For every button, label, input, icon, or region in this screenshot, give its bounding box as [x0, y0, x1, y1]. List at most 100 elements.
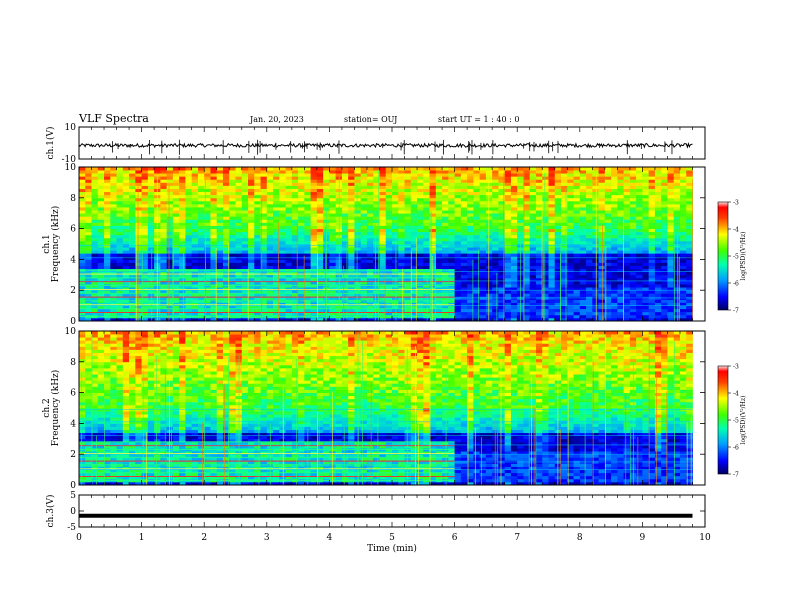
ch1-spec-cell: [185, 203, 193, 208]
ch1-spec-cell: [398, 170, 405, 174]
ch1-spec-cell: [135, 197, 142, 202]
ch1-spec-cell: [354, 231, 362, 236]
ch1-spec-cell: [629, 167, 637, 171]
ch1-spec-cell: [504, 176, 512, 180]
ch1-spec-cell: [316, 191, 324, 196]
ch1-spec-cell: [617, 185, 625, 189]
ch1-spec-cell: [423, 237, 430, 242]
ch1-spec-cell: [523, 182, 531, 186]
ch1-spec-cell: [604, 314, 612, 319]
ch1-spec-cell: [442, 197, 449, 202]
ch1-spec-cell: [454, 253, 462, 257]
ch1-spec-cell: [435, 182, 443, 186]
ch1-spec-cell: [392, 188, 399, 193]
ch1-spec-cell: [479, 247, 487, 251]
ch1-spec-cell: [104, 167, 111, 171]
ch1-spec-cell: [185, 237, 193, 242]
ch1-spec-cell: [479, 314, 487, 319]
ch1-spec-cell: [679, 240, 687, 245]
ch1-spec-cell: [222, 277, 230, 282]
ch1-spec-cell: [648, 265, 656, 270]
ch1-spec-cell: [273, 219, 280, 223]
ch1-spec-cell: [104, 191, 111, 196]
ch1-spec-cell: [473, 188, 481, 193]
ch1-spec-cell: [623, 237, 631, 242]
ch1-spec-cell: [285, 262, 293, 266]
ch1-spec-cell: [97, 185, 105, 189]
ch1-spec-cell: [592, 274, 599, 279]
ch1-spec-cell: [291, 222, 299, 226]
ch1-spec-cell: [160, 280, 168, 285]
ch1-spec-cell: [611, 305, 618, 310]
ch1-spec-cell: [460, 213, 468, 217]
ch1-spec-cell: [460, 203, 468, 208]
ch1-spec-cell: [679, 225, 687, 229]
ch1-spec-cell: [373, 200, 380, 205]
ch1-spec-cell: [191, 280, 199, 285]
ch1-spec-cell: [529, 259, 537, 263]
ch1-spec-cell: [197, 228, 205, 233]
ch1-spec-cell: [561, 234, 568, 239]
ch1-spec-cell: [260, 253, 268, 257]
ch1-spec-cell: [504, 207, 512, 211]
ch1-spec-cell: [410, 176, 418, 180]
ch1-spec-cell: [191, 167, 199, 171]
ch1-spec-cell: [279, 216, 286, 220]
ch1-spec-cell: [260, 237, 268, 242]
ch1-spec-cell: [548, 219, 556, 223]
ch1-spec-cell: [504, 305, 512, 310]
ch1-spec-cell: [442, 185, 449, 189]
ch1-spec-cell: [598, 234, 606, 239]
ch1-spec-cell: [235, 265, 243, 270]
ch1-spec-cell: [448, 207, 455, 211]
ch1-spec-cell: [473, 200, 481, 205]
ch1-spec-cell: [154, 170, 161, 174]
ch1-spec-cell: [285, 203, 293, 208]
ch1-spec-cell: [310, 308, 318, 313]
ch1-spec-cell: [248, 216, 255, 220]
ch1-spec-cell: [579, 314, 587, 319]
ch1-spec-cell: [235, 216, 243, 220]
ch1-spec-cell: [467, 284, 474, 288]
ch1-spec-cell: [291, 293, 299, 297]
ch1-spec-cell: [423, 210, 430, 214]
ch1-spec-cell: [554, 290, 562, 294]
ch1-spec-cell: [667, 182, 675, 186]
ch1-spec-cell: [373, 185, 380, 189]
ch1-spec-cell: [373, 167, 380, 171]
ch1-spec-cell: [222, 317, 230, 322]
ch1-spec-cell: [304, 287, 312, 291]
ch1-spec-cell: [304, 250, 312, 254]
ch1-spec-cell: [404, 253, 412, 257]
ch1-spec-cell: [504, 228, 512, 233]
ch1-spec-cell: [279, 290, 286, 294]
ch1-spec-cell: [504, 203, 512, 208]
ch1-spec-cell: [229, 197, 236, 202]
ch1-spec-cell: [273, 213, 280, 217]
ch1-spec-cell: [204, 305, 211, 310]
ch1-spec-cell: [529, 203, 537, 208]
ch1-spec-cell: [366, 210, 374, 214]
ch1-spec-cell: [229, 207, 236, 211]
ch1-spec-cell: [279, 247, 286, 251]
ch1-spec-cell: [617, 167, 625, 171]
ch1-spec-cell: [654, 308, 662, 313]
ch1-spec-cell: [661, 253, 668, 257]
ch1-spec-cell: [467, 308, 474, 313]
ch1-spec-cell: [366, 253, 374, 257]
ch1-spec-cell: [642, 265, 650, 270]
ch1-spec-cell: [254, 271, 261, 276]
ch1-spec-cell: [523, 268, 531, 273]
ch1-spec-cell: [354, 179, 362, 183]
ch1-spec-cell: [104, 231, 111, 236]
ch1-spec-cell: [623, 268, 631, 273]
ch1-spec-cell: [147, 290, 155, 294]
ch1-spec-cell: [398, 280, 405, 285]
ch1-spec-cell: [191, 200, 199, 205]
ch1-spec-cell: [561, 293, 568, 297]
ch1-spec-cell: [485, 250, 493, 254]
ch1-spec-cell: [147, 200, 155, 205]
ch1-spec-cell: [97, 234, 105, 239]
ch1-spec-cell: [379, 265, 387, 270]
ch1-spec-cell: [586, 194, 593, 199]
